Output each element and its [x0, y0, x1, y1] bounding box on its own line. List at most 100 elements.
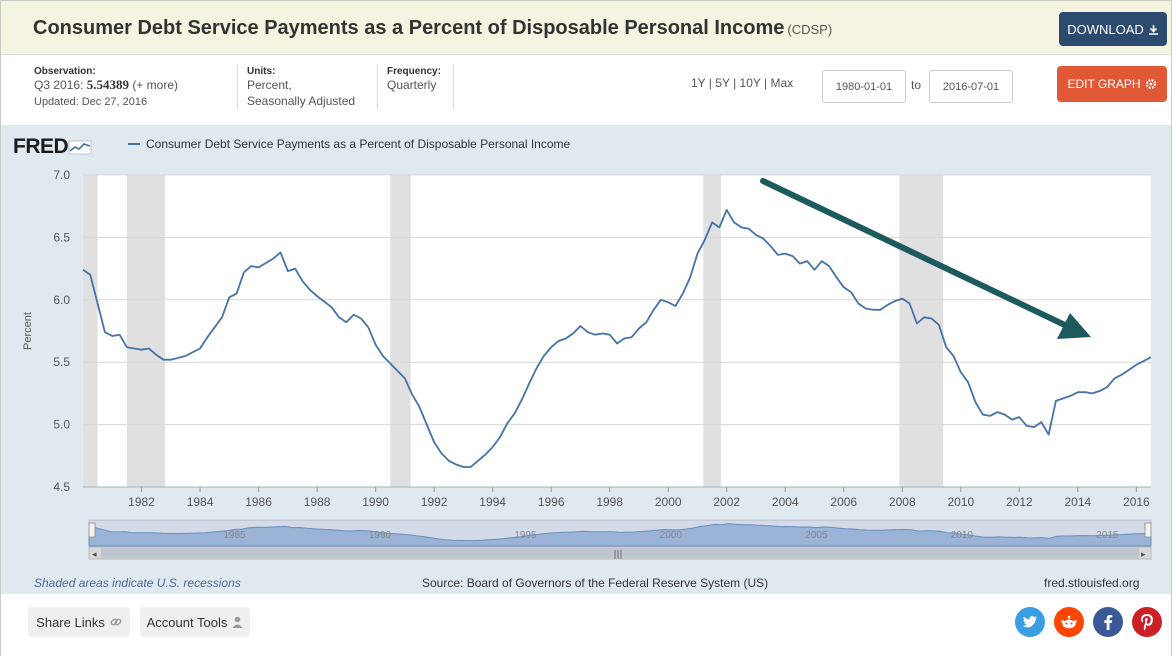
legend-swatch — [128, 143, 140, 145]
x-tick-label: 2006 — [830, 495, 857, 509]
navigator-area — [88, 523, 1152, 547]
range-10y[interactable]: 10Y — [739, 76, 761, 90]
units-label: Units: — [247, 66, 276, 77]
y-axis-label: Percent — [22, 312, 34, 350]
trend-arrow-head — [1057, 313, 1091, 339]
x-tick-label: 1994 — [479, 495, 506, 509]
observation-period: Q3 2016: — [34, 78, 84, 92]
edit-graph-label: EDIT GRAPH — [1067, 77, 1141, 91]
gear-icon — [1145, 78, 1156, 90]
to-label: to — [911, 78, 922, 92]
user-icon — [232, 616, 243, 628]
y-tick-label: 6.0 — [53, 293, 70, 307]
x-tick-label: 1988 — [304, 495, 331, 509]
frequency-value: Quarterly — [387, 78, 437, 92]
x-tick-label: 2008 — [889, 495, 916, 509]
scroll-right-icon: ▸ — [1141, 550, 1146, 560]
source-note: Source: Board of Governors of the Federa… — [422, 576, 769, 590]
start-date-input[interactable]: 1980-01-01 — [822, 70, 906, 103]
reddit-icon[interactable] — [1054, 607, 1084, 637]
series-code: (CDSP) — [787, 22, 833, 37]
navigator-label: 1990 — [369, 530, 392, 541]
end-date-input[interactable]: 2016-07-01 — [929, 70, 1013, 103]
recession-band — [126, 175, 165, 487]
x-tick-label: 1984 — [187, 495, 214, 509]
scroll-grip-icon: ||| — [613, 550, 622, 560]
observation-label: Observation: — [34, 66, 96, 77]
share-links-label: Share Links — [36, 614, 105, 630]
x-tick-label: 2004 — [772, 495, 799, 509]
account-tools-label: Account Tools — [146, 614, 228, 630]
navigator-label: 2015 — [1096, 530, 1119, 541]
fred-url[interactable]: fred.stlouisfed.org — [1044, 576, 1140, 590]
x-tick-label: 1998 — [596, 495, 623, 509]
y-tick-label: 4.5 — [53, 480, 70, 494]
line-chart: 4.5 5.0 5.5 6.0 6.5 7.0 1982 1984 1986 1988 1990 19… — [22, 168, 1152, 560]
plot-background — [83, 175, 1151, 487]
recession-band — [703, 175, 721, 487]
page-title: Consumer Debt Service Payments as a Perc… — [33, 17, 832, 40]
navigator-label: 1995 — [514, 530, 537, 541]
units-line-1: Percent, — [247, 78, 292, 92]
x-tick-label: 1986 — [245, 495, 272, 509]
edit-graph-button[interactable]: EDIT GRAPH — [1057, 66, 1167, 102]
fred-logo-text: FRED — [13, 135, 69, 158]
frequency-block: Frequency: Quarterly — [387, 66, 441, 93]
series-meta: Observation: Q3 2016: 5.54389 (+ more) U… — [1, 56, 1171, 125]
pinterest-icon[interactable] — [1132, 607, 1162, 637]
divider — [377, 64, 378, 110]
download-label: DOWNLOAD — [1067, 21, 1144, 37]
range-1y[interactable]: 1Y — [691, 76, 706, 90]
x-tick-label: 2014 — [1064, 495, 1091, 509]
recession-band — [899, 175, 944, 487]
x-tick-label: 2012 — [1006, 495, 1033, 509]
recession-band — [83, 175, 98, 487]
observation-more-link[interactable]: (+ more) — [132, 78, 178, 92]
x-tick-label: 2016 — [1123, 495, 1150, 509]
divider — [453, 64, 454, 110]
recession-band — [390, 175, 411, 487]
recession-note: Shaded areas indicate U.S. recessions — [34, 576, 241, 590]
title-text: Consumer Debt Service Payments as a Perc… — [33, 17, 785, 39]
x-tick-label: 2000 — [655, 495, 682, 509]
fred-logo-icon — [68, 140, 92, 155]
scroll-left-icon: ◂ — [92, 550, 97, 560]
fred-logo: FRED — [13, 135, 92, 159]
x-tick-label: 1990 — [362, 495, 389, 509]
legend-label: Consumer Debt Service Payments as a Perc… — [146, 137, 571, 151]
divider — [237, 64, 238, 110]
y-tick-label: 7.0 — [53, 168, 70, 182]
x-tick-label: 2010 — [947, 495, 974, 509]
share-links-button[interactable]: Share Links — [28, 607, 130, 637]
download-button[interactable]: DOWNLOAD — [1059, 12, 1167, 46]
account-tools-button[interactable]: Account Tools — [140, 607, 250, 637]
navigator-label: 2010 — [951, 530, 974, 541]
x-tick-label: 1992 — [421, 495, 448, 509]
x-tick-label: 2002 — [713, 495, 740, 509]
range-max[interactable]: Max — [770, 76, 794, 90]
navigator-handle[interactable] — [88, 522, 96, 538]
range-5y[interactable]: 5Y — [715, 76, 730, 90]
y-tick-label: 5.5 — [53, 355, 70, 369]
link-icon — [110, 618, 122, 626]
range-selector: 1Y | 5Y | 10Y | Max — [691, 76, 794, 90]
facebook-icon[interactable] — [1093, 607, 1123, 637]
twitter-icon[interactable] — [1015, 607, 1045, 637]
navigator-label: 2000 — [660, 530, 683, 541]
trend-arrow-shaft — [760, 178, 1072, 330]
observation-block: Observation: Q3 2016: 5.54389 (+ more) U… — [34, 66, 178, 108]
graph-panel: FRED Consumer Debt Service Payments as a… — [1, 125, 1171, 594]
units-line-2: Seasonally Adjusted — [247, 94, 356, 108]
navigator-label: 2005 — [805, 530, 828, 541]
frequency-label: Frequency: — [387, 66, 441, 77]
y-tick-label: 5.0 — [53, 418, 70, 432]
series-line — [82, 209, 1152, 468]
bottom-toolbar: Share Links Account Tools — [1, 594, 1171, 656]
observation-value: 5.54389 — [86, 77, 129, 92]
navigator-handle[interactable] — [1144, 522, 1152, 538]
x-tick-label: 1982 — [128, 495, 155, 509]
navigator-label: 1985 — [223, 530, 246, 541]
navigator-selection — [89, 520, 1151, 546]
header-bar: Consumer Debt Service Payments as a Perc… — [1, 1, 1171, 55]
